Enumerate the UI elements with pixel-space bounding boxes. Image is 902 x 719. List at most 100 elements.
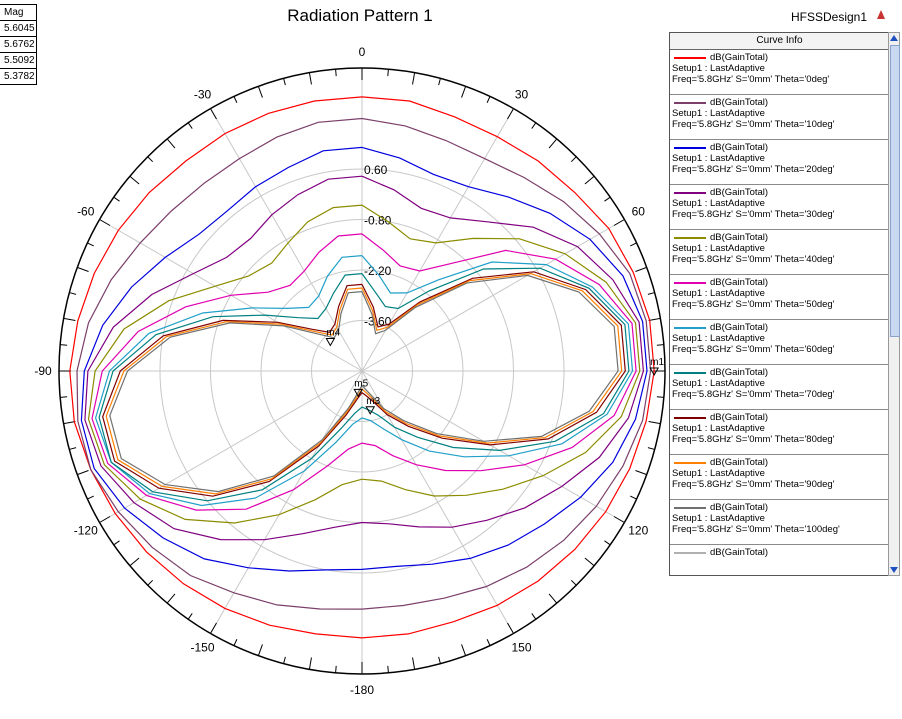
angle-tick-mark	[283, 78, 286, 86]
angle-tick-mark	[635, 266, 647, 272]
legend-freq: Freq='5.8GHz' S='0mm' Theta='90deg'	[672, 479, 835, 490]
design-name: HFSSDesign1	[791, 10, 868, 24]
angle-tick-mark	[166, 138, 176, 149]
angle-tick-mark	[233, 639, 238, 646]
angle-tick-mark	[69, 292, 77, 295]
legend-swatch	[674, 237, 706, 239]
angle-grid-line	[361, 108, 514, 372]
legend-entry[interactable]: dB(GainTotal) Setup1 : LastAdaptive Freq='…	[670, 140, 889, 185]
legend-freq: Freq='5.8GHz' S='0mm' Theta='100deg'	[672, 524, 840, 535]
legend-entry[interactable]: dB(GainTotal) Setup1 : LastAdaptive Freq='…	[670, 50, 889, 95]
legend-entry[interactable]: dB(GainTotal)	[670, 545, 889, 575]
angle-tick-mark	[604, 196, 611, 202]
legend-setup: Setup1 : LastAdaptive	[672, 288, 765, 299]
angle-tick-mark	[630, 242, 637, 247]
legend-quantity: dB(GainTotal)	[710, 52, 769, 63]
angle-tick-mark	[210, 108, 217, 120]
scroll-down-icon[interactable]	[890, 567, 898, 573]
legend-freq: Freq='5.8GHz' S='0mm' Theta='20deg'	[672, 164, 835, 175]
angle-tick-mark	[257, 86, 263, 98]
angle-tick-mark	[129, 557, 140, 567]
angle-tick-mark	[584, 557, 595, 567]
legend-quantity: dB(GainTotal)	[710, 322, 769, 333]
legend-freq: Freq='5.8GHz' S='0mm' Theta='60deg'	[672, 344, 835, 355]
legend-swatch	[674, 102, 706, 104]
legend-freq: Freq='5.8GHz' S='0mm' Theta='0deg'	[672, 74, 830, 85]
marker-table-value: 5.6762	[0, 36, 36, 52]
legend-quantity: dB(GainTotal)	[710, 277, 769, 288]
legend-entry[interactable]: dB(GainTotal) Setup1 : LastAdaptive Freq='…	[670, 410, 889, 455]
legend-quantity: dB(GainTotal)	[710, 142, 769, 153]
angle-tick-mark	[257, 644, 263, 656]
polar-chart: 0306090120150-180-150-120-90-60-300.60-0…	[34, 45, 666, 697]
angle-tick-mark	[656, 396, 664, 398]
legend-entry[interactable]: dB(GainTotal) Setup1 : LastAdaptive Freq='…	[670, 320, 889, 365]
angle-tick-mark	[113, 540, 120, 546]
angle-tick-mark	[584, 175, 595, 185]
angle-tick-mark	[308, 72, 312, 85]
radial-tick-label: 0.60	[364, 163, 388, 177]
legend-quantity: dB(GainTotal)	[710, 547, 769, 558]
legend-swatch	[674, 372, 706, 374]
angle-grid-line	[361, 219, 625, 372]
marker-table: Mag 5.6045 5.6762 5.5092 5.3782	[0, 4, 37, 85]
legend-quantity: dB(GainTotal)	[710, 97, 769, 108]
scroll-thumb[interactable]	[890, 45, 900, 337]
curve-info-legend[interactable]: Curve Info dB(GainTotal) Setup1 : LastAda…	[669, 32, 890, 576]
legend-quantity: dB(GainTotal)	[710, 457, 769, 468]
legend-quantity: dB(GainTotal)	[710, 502, 769, 513]
legend-quantity: dB(GainTotal)	[710, 412, 769, 423]
angle-tick-mark	[99, 219, 111, 226]
legend-entry[interactable]: dB(GainTotal) Setup1 : LastAdaptive Freq='…	[670, 365, 889, 410]
angle-label: -60	[77, 205, 95, 219]
series-line	[98, 267, 630, 502]
legend-entry[interactable]: dB(GainTotal) Setup1 : LastAdaptive Freq='…	[670, 95, 889, 140]
marker-table-header: Mag	[4, 7, 24, 18]
angle-tick-mark	[60, 396, 68, 398]
scroll-up-icon[interactable]	[890, 35, 898, 41]
angle-tick-mark	[387, 69, 389, 77]
marker-table-value: 5.3782	[0, 68, 36, 84]
legend-entry[interactable]: dB(GainTotal) Setup1 : LastAdaptive Freq='…	[670, 275, 889, 320]
legend-setup: Setup1 : LastAdaptive	[672, 108, 765, 119]
angle-tick-mark	[647, 447, 655, 450]
marker-table-value: 5.6045	[0, 20, 36, 36]
marker-label: m5	[354, 378, 368, 389]
angle-tick-mark	[335, 69, 337, 77]
angle-tick-mark	[187, 122, 193, 129]
angle-tick-mark	[77, 266, 89, 272]
legend-freq: Freq='5.8GHz' S='0mm' Theta='50deg'	[672, 299, 835, 310]
legend-quantity: dB(GainTotal)	[710, 187, 769, 198]
angle-tick-mark	[210, 622, 217, 634]
angle-tick-mark	[438, 78, 441, 86]
legend-entry[interactable]: dB(GainTotal) Setup1 : LastAdaptive Freq='…	[670, 455, 889, 500]
legend-swatch	[674, 57, 706, 59]
angle-tick-mark	[604, 540, 611, 546]
legend-freq: Freq='5.8GHz' S='0mm' Theta='80deg'	[672, 434, 835, 445]
legend-freq: Freq='5.8GHz' S='0mm' Theta='70deg'	[672, 389, 835, 400]
legend-entries: dB(GainTotal) Setup1 : LastAdaptive Freq='…	[670, 50, 889, 575]
angle-label: 0	[359, 45, 366, 59]
marker-label: m3	[366, 396, 380, 407]
angle-label: -180	[350, 683, 374, 697]
legend-entry[interactable]: dB(GainTotal) Setup1 : LastAdaptive Freq='…	[670, 230, 889, 275]
radial-tick-label: -0.80	[364, 214, 392, 228]
angle-tick-mark	[129, 175, 140, 185]
app-logo-icon	[877, 10, 885, 19]
legend-swatch	[674, 147, 706, 149]
legend-title: Curve Info	[670, 33, 889, 50]
legend-entry[interactable]: dB(GainTotal) Setup1 : LastAdaptive Freq='…	[670, 500, 889, 545]
angle-tick-mark	[99, 516, 111, 523]
legend-entry[interactable]: dB(GainTotal) Setup1 : LastAdaptive Freq='…	[670, 185, 889, 230]
legend-swatch	[674, 417, 706, 419]
angle-tick-mark	[656, 344, 664, 346]
angle-tick-mark	[461, 86, 467, 98]
angle-tick-mark	[461, 644, 467, 656]
angle-tick-mark	[613, 219, 625, 226]
angle-tick-mark	[570, 579, 577, 586]
legend-scrollbar[interactable]	[888, 32, 900, 576]
angle-tick-mark	[507, 622, 514, 634]
radial-tick-label: -2.20	[364, 264, 392, 278]
legend-swatch	[674, 327, 706, 329]
angle-tick-mark	[335, 665, 337, 673]
